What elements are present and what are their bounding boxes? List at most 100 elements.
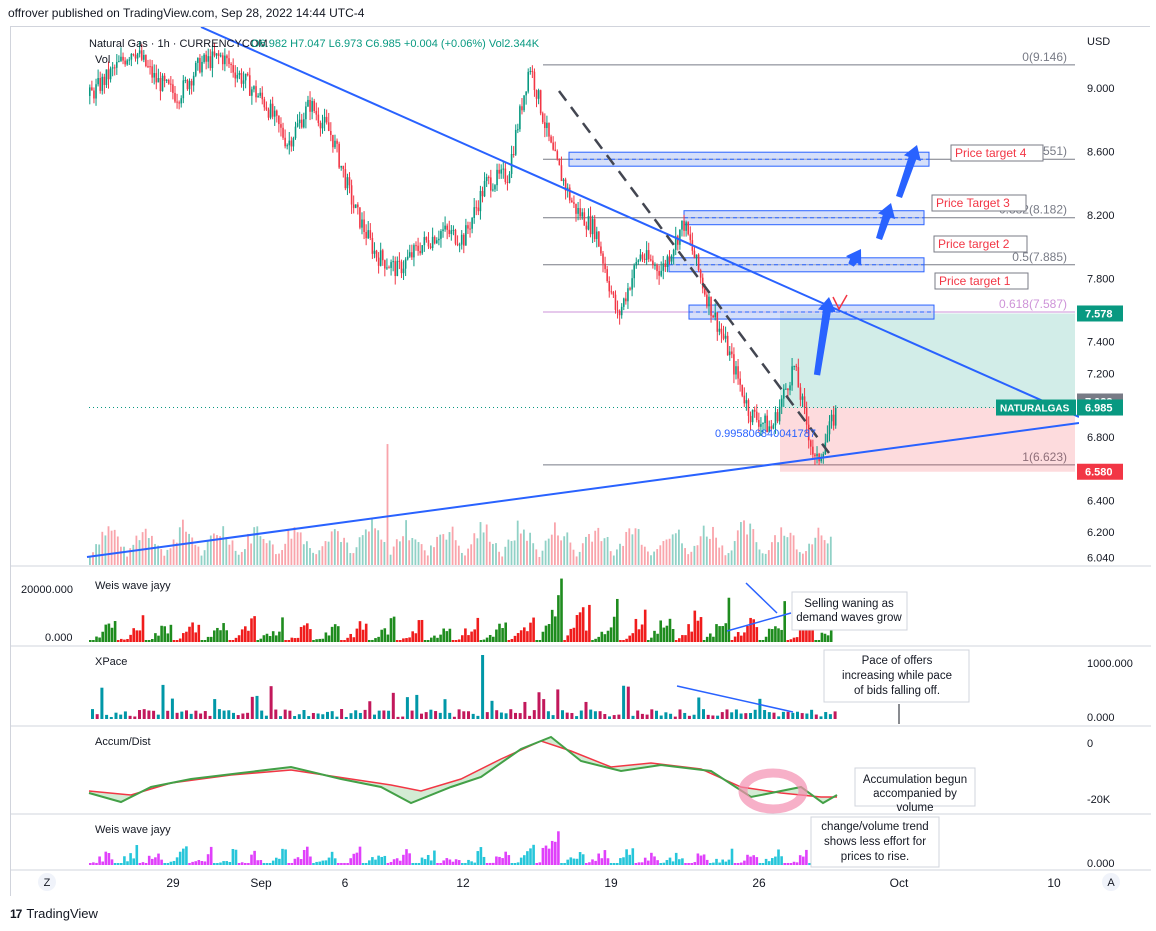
candle-body	[151, 66, 153, 78]
candle-body	[450, 230, 453, 235]
weis2-bar	[678, 859, 681, 865]
zoom-button[interactable]	[38, 873, 56, 891]
xpace-title[interactable]: XPace	[95, 656, 127, 668]
accum-title[interactable]: Accum/Dist	[95, 736, 151, 748]
weis2-bar	[485, 863, 489, 865]
candle-body	[221, 55, 224, 65]
candle-body	[309, 99, 311, 112]
volume-bar	[829, 536, 832, 565]
volume-bar	[495, 543, 497, 565]
candle-body	[535, 90, 538, 99]
weis-bar	[383, 628, 387, 642]
weis2-bar	[637, 862, 641, 865]
volume-bar	[293, 527, 296, 565]
weis-bar	[547, 624, 551, 642]
volume-bar	[650, 555, 652, 565]
weis-bar	[513, 635, 517, 642]
xpace-bar	[518, 713, 522, 719]
candle-body	[111, 67, 114, 69]
volume-bar	[802, 553, 804, 565]
weis-bar	[464, 628, 467, 642]
candle-body	[255, 86, 257, 98]
weis-bar	[609, 627, 613, 642]
candle-body	[504, 168, 507, 183]
weis-bar	[786, 640, 790, 642]
price-target-label: Price target 2	[938, 237, 1010, 251]
weis-bar	[402, 638, 405, 642]
weis-bar	[532, 617, 535, 642]
weis-bar	[361, 629, 365, 642]
weis2-bar	[665, 860, 669, 865]
xpace-bar	[208, 715, 212, 719]
volume-bar	[219, 536, 221, 565]
weis2-bar	[687, 863, 690, 865]
xpace-bar	[514, 712, 517, 719]
candle-body	[361, 219, 363, 228]
weis-bar	[380, 629, 383, 642]
volume-bar	[265, 543, 268, 565]
volume-bar	[690, 551, 693, 565]
candle-body	[296, 123, 299, 127]
volume-bar	[746, 534, 748, 565]
candle-body	[130, 54, 133, 60]
weis-bar	[510, 638, 514, 642]
volume-bar	[377, 530, 380, 565]
weis-title[interactable]: Weis wave jayy	[95, 580, 171, 592]
weis-bar	[674, 640, 678, 642]
candle-body	[822, 454, 825, 458]
xpace-bar	[650, 709, 654, 719]
weis2-bar	[764, 858, 768, 865]
volume-bar	[550, 534, 553, 565]
candle-body	[431, 236, 434, 248]
weis2-bar	[284, 849, 287, 865]
candle-body	[182, 80, 185, 99]
candle-body	[199, 58, 201, 73]
xpace-bar	[570, 713, 574, 719]
price-target-box	[931, 194, 1027, 212]
xpace-bar	[203, 711, 207, 719]
xpace-bar	[382, 710, 386, 719]
candle-body	[658, 271, 660, 276]
volume-bar	[461, 552, 463, 565]
xpace-bar	[467, 711, 470, 719]
weis-wave-pane: Selling waning as demand waves grow	[89, 578, 908, 642]
xpace-bar	[166, 710, 170, 719]
footer-brand[interactable]: 17 TradingView	[10, 906, 98, 921]
xpace-bar	[189, 713, 193, 719]
weis2-bar	[625, 849, 628, 865]
xpace-bar	[194, 710, 198, 719]
price-tick: 6.800	[1087, 432, 1115, 444]
chart-canvas[interactable]: 0(9.146)0.236(8.551)0.382(8.182)0.5(7.88…	[11, 27, 1151, 897]
xpace-bar	[791, 712, 795, 719]
ohlc-legend: O6.982 H7.047 L6.973 C6.985 +0.004 (+0.0…	[251, 38, 540, 50]
weis-bar	[349, 633, 352, 642]
zoom-button-label: Z	[44, 877, 51, 889]
candle-body	[751, 409, 754, 423]
weis-bar	[470, 631, 473, 642]
weis2-tick-zero: 0.000	[1087, 858, 1115, 870]
volume-bar	[386, 444, 389, 565]
candle-body	[369, 230, 372, 238]
weis-bar	[563, 640, 566, 642]
candle-body	[641, 254, 644, 259]
xpace-bar	[443, 699, 447, 719]
symbol-legend[interactable]: Natural Gas · 1h · CURRENCYCOM	[89, 38, 267, 50]
weis-bar	[668, 618, 672, 642]
candle-body	[373, 250, 376, 254]
weis2-bar	[771, 858, 774, 865]
weis2-title[interactable]: Weis wave jayy	[95, 824, 171, 836]
weis-bar	[256, 640, 259, 642]
candle-body	[755, 411, 758, 421]
candle-body	[533, 71, 536, 91]
weis-bar	[721, 626, 724, 642]
xpace-bar	[546, 711, 550, 719]
weis-note-text: Selling waning as demand waves grow	[796, 598, 902, 624]
weis2-bar	[749, 856, 752, 865]
volume-bar	[120, 546, 122, 565]
volume-bar	[674, 533, 677, 565]
weis2-bar	[789, 863, 793, 865]
weis2-bar	[402, 854, 405, 865]
auto-scale-button[interactable]	[1102, 873, 1120, 891]
candle-body	[427, 240, 430, 247]
xpace-bar	[448, 712, 452, 719]
